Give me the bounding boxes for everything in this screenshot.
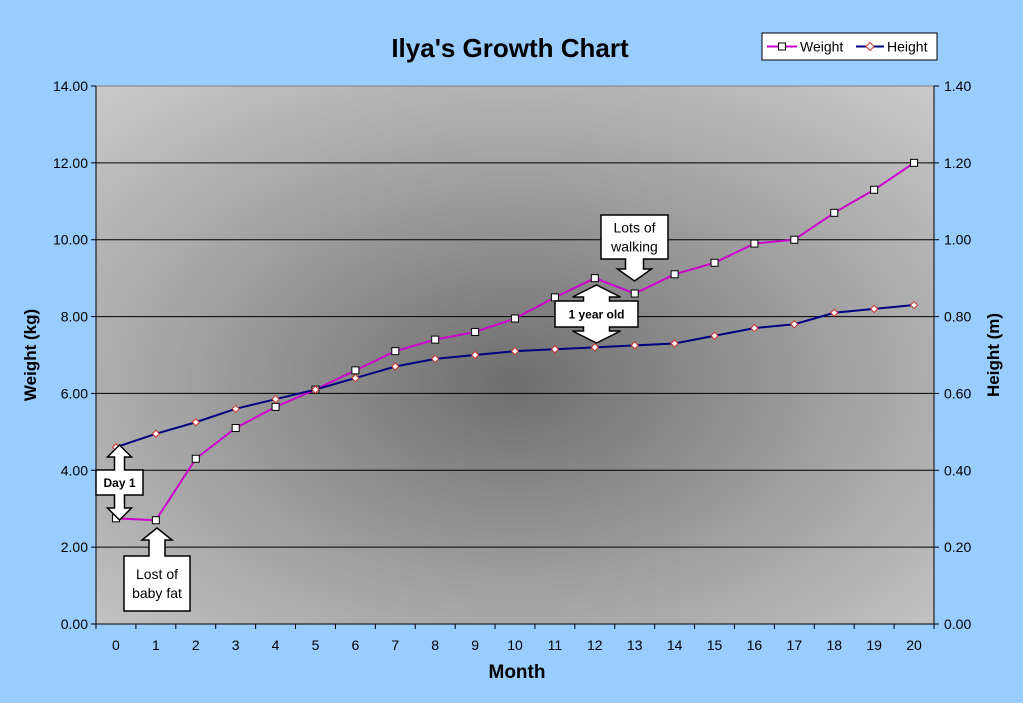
data-point-weight bbox=[790, 235, 799, 244]
legend-weight-label: Weight bbox=[800, 39, 843, 55]
data-point-height bbox=[311, 385, 320, 394]
chart-title: Ilya's Growth Chart bbox=[391, 33, 629, 63]
y-tick-label-left: 6.00 bbox=[61, 385, 88, 401]
annotation-text-day1: Day 1 bbox=[103, 476, 135, 490]
y-tick-label-right: 1.00 bbox=[944, 232, 971, 248]
data-point-height bbox=[630, 341, 639, 350]
data-point-height bbox=[191, 418, 200, 427]
data-point-height bbox=[909, 300, 919, 310]
x-axis-label: Month bbox=[489, 662, 546, 683]
data-point-weight bbox=[670, 270, 679, 279]
annotation-callout-babyfat bbox=[123, 527, 191, 612]
data-point-weight bbox=[750, 239, 759, 248]
y-tick-label-right: 0.00 bbox=[944, 616, 971, 632]
data-point-height bbox=[830, 308, 839, 317]
data-point-height bbox=[590, 343, 600, 352]
data-point-height bbox=[750, 323, 759, 333]
x-tick-label: 20 bbox=[906, 637, 922, 653]
x-tick-label: 5 bbox=[312, 637, 320, 653]
y-tick-label-left: 2.00 bbox=[61, 539, 88, 555]
x-tick-label: 8 bbox=[431, 637, 439, 653]
annotation-callout-walking bbox=[600, 214, 669, 282]
legend-height-marker bbox=[865, 41, 875, 52]
y-tick-label-right: 1.20 bbox=[944, 155, 971, 171]
x-tick-label: 3 bbox=[232, 637, 240, 653]
x-tick-label: 7 bbox=[391, 637, 399, 653]
data-point-weight bbox=[231, 424, 240, 433]
data-point-height bbox=[231, 404, 240, 414]
y-tick-label-right: 0.40 bbox=[944, 462, 971, 478]
x-tick-label: 11 bbox=[548, 637, 563, 653]
data-point-height bbox=[430, 354, 440, 364]
y-tick-label-right: 1.40 bbox=[944, 78, 971, 94]
data-point-weight bbox=[910, 158, 919, 167]
data-point-height bbox=[670, 339, 679, 348]
x-tick-label: 19 bbox=[866, 637, 882, 653]
y-tick-label-left: 0.00 bbox=[61, 616, 88, 632]
data-point-weight bbox=[431, 335, 440, 344]
x-tick-label: 0 bbox=[112, 637, 120, 653]
data-point-weight bbox=[271, 402, 280, 411]
x-tick-label: 6 bbox=[351, 637, 359, 653]
x-tick-label: 18 bbox=[826, 637, 842, 653]
data-point-weight bbox=[590, 274, 599, 283]
data-point-weight bbox=[511, 314, 519, 323]
x-tick-label: 17 bbox=[787, 637, 803, 653]
data-point-height bbox=[351, 373, 360, 383]
data-point-height bbox=[550, 345, 560, 354]
y-axis-label-right: Height (m) bbox=[984, 313, 1003, 397]
data-point-weight bbox=[630, 289, 639, 298]
x-tick-label: 9 bbox=[471, 637, 479, 653]
x-tick-label: 15 bbox=[707, 637, 723, 653]
x-tick-label: 13 bbox=[627, 637, 643, 653]
y-tick-label-right: 0.80 bbox=[944, 309, 971, 325]
legend-weight-marker bbox=[778, 42, 786, 51]
data-point-weight bbox=[151, 516, 160, 525]
data-point-height bbox=[151, 429, 161, 438]
data-point-height bbox=[470, 350, 480, 360]
data-point-height bbox=[391, 362, 400, 371]
data-point-weight bbox=[550, 293, 559, 302]
data-point-weight bbox=[471, 327, 480, 336]
y-tick-label-left: 12.00 bbox=[53, 155, 88, 171]
data-point-weight bbox=[391, 347, 400, 356]
x-tick-label: 1 bbox=[152, 637, 160, 653]
y-tick-label-right: 0.20 bbox=[944, 539, 971, 555]
data-point-height bbox=[790, 320, 799, 329]
annotation-text-walking: Lots of bbox=[613, 220, 655, 236]
y-axis-label-left: Weight (kg) bbox=[21, 309, 40, 401]
data-point-weight bbox=[870, 185, 879, 194]
x-tick-label: 16 bbox=[747, 637, 763, 653]
data-point-weight bbox=[710, 258, 719, 267]
data-point-weight bbox=[351, 366, 360, 375]
annotation-text-walking: walking bbox=[610, 239, 658, 255]
annotation-text-babyfat: baby fat bbox=[132, 585, 182, 601]
x-tick-label: 14 bbox=[667, 637, 683, 653]
x-tick-label: 4 bbox=[272, 637, 280, 653]
y-tick-label-left: 8.00 bbox=[61, 309, 88, 325]
legend: Weight Height bbox=[761, 32, 938, 61]
x-tick-label: 2 bbox=[192, 637, 200, 653]
annotation-callout-year bbox=[554, 284, 639, 344]
y-tick-label-left: 4.00 bbox=[61, 462, 88, 478]
y-tick-label-left: 14.00 bbox=[53, 78, 88, 94]
data-point-height bbox=[710, 331, 719, 340]
data-point-height bbox=[869, 304, 879, 314]
data-point-weight bbox=[191, 454, 200, 463]
x-tick-label: 12 bbox=[587, 637, 603, 653]
data-point-height bbox=[271, 394, 280, 404]
data-point-weight bbox=[830, 208, 839, 217]
y-tick-label-left: 10.00 bbox=[53, 232, 88, 248]
data-point-height bbox=[510, 346, 520, 356]
legend-height-label: Height bbox=[887, 39, 928, 55]
annotation-text-year: 1 year old bbox=[568, 307, 624, 321]
annotation-text-babyfat: Lost of bbox=[136, 566, 178, 582]
y-tick-label-right: 0.60 bbox=[944, 385, 971, 401]
x-tick-label: 10 bbox=[507, 637, 523, 653]
annotation-callout-day1 bbox=[95, 443, 144, 522]
